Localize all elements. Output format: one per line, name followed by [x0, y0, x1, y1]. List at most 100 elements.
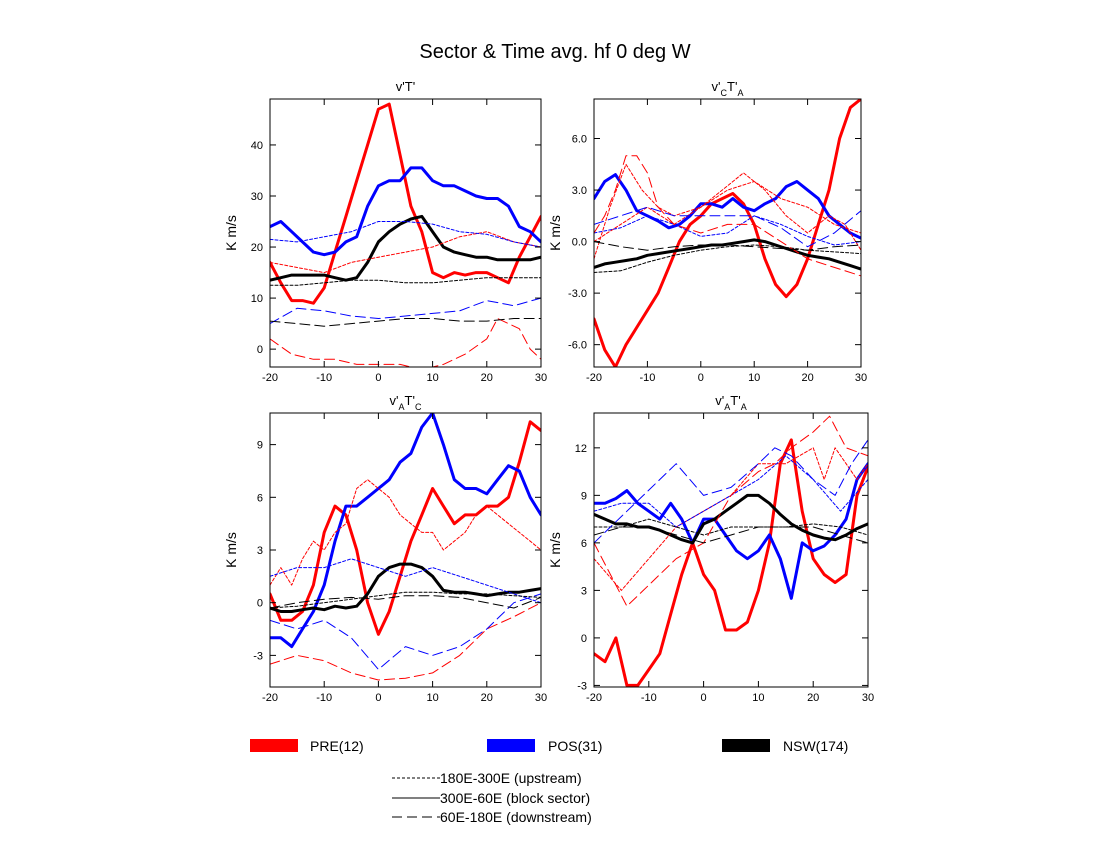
plot-frame: [593, 412, 869, 688]
panel-title: v'AT'C: [390, 393, 422, 412]
y-tick-label: -3: [577, 680, 587, 692]
x-tick-label: 0: [375, 372, 381, 384]
x-tick-label: 10: [426, 372, 438, 384]
x-tick-label: -10: [641, 692, 657, 704]
y-axis-label: K m/s: [223, 532, 239, 568]
x-tick-label: 20: [801, 372, 813, 384]
series-line-nsw-block: [594, 238, 861, 271]
legend-label-pre: PRE(12): [310, 738, 364, 754]
x-tick-label: -20: [586, 692, 602, 704]
series-line-pos-block: [594, 173, 861, 240]
legend-swatch-pos: [487, 739, 535, 752]
y-axis-label: K m/s: [547, 532, 563, 568]
series-line-pos-up: [270, 558, 541, 604]
x-tick-label: -10: [316, 692, 332, 704]
y-tick-label: 6: [581, 538, 587, 550]
series-group: [270, 413, 541, 681]
x-tick-label: 20: [481, 692, 493, 704]
y-tick-label: 30: [251, 191, 263, 203]
plot-frame: [593, 98, 862, 368]
y-tick-label: 40: [251, 140, 263, 152]
y-tick-label: 9: [257, 440, 263, 452]
series-line-pre-block: [270, 420, 541, 636]
figure-title: Sector & Time avg. hf 0 deg W: [419, 41, 690, 63]
legend: PRE(12) POS(31) NSW(174) 180E-300E (upst…: [250, 738, 848, 825]
y-tick-label: 9: [581, 490, 587, 502]
series-line-nsw-up: [270, 591, 541, 609]
series-line-pre-down: [594, 244, 861, 273]
series-line-s9: [594, 241, 861, 251]
series-line-pre-down: [270, 602, 541, 681]
x-tick-label: 20: [481, 372, 493, 384]
panel-title: v'CT'A: [712, 79, 744, 98]
y-tick-label: 3.0: [572, 185, 587, 197]
series-group: [594, 415, 868, 687]
y-tick-label: 0: [257, 598, 263, 610]
series-line-pos-block: [270, 166, 541, 257]
series-line-pre-down: [270, 318, 541, 367]
legend-style-label-upstream: 180E-300E (upstream): [440, 770, 582, 786]
series-group: [594, 99, 861, 367]
y-axis-label: K m/s: [547, 215, 563, 251]
y-tick-label: 6.0: [572, 134, 587, 146]
x-tick-label: 30: [855, 372, 867, 384]
y-tick-label: 10: [251, 293, 263, 305]
x-tick-label: -20: [586, 372, 602, 384]
x-tick-label: 0: [375, 692, 381, 704]
x-tick-label: 30: [862, 692, 874, 704]
series-line-pre-up: [594, 181, 861, 243]
x-tick-label: 20: [807, 692, 819, 704]
series-line-nsw-down: [594, 526, 868, 544]
legend-label-nsw: NSW(174): [783, 738, 848, 754]
series-line-pre-block: [594, 438, 868, 687]
x-tick-label: 30: [535, 372, 547, 384]
series-line-pre-up: [270, 479, 541, 586]
y-tick-label: 20: [251, 242, 263, 254]
series-line-pos-down: [594, 155, 861, 277]
y-tick-label: -6.0: [568, 340, 587, 352]
series-line-nsw-down: [270, 318, 541, 327]
panel-3: v'AT'C -20 -10 0 10 20 30 -3 0 3 6 9 K m/s: [223, 393, 547, 704]
plot-frame: [269, 412, 542, 688]
y-tick-label: -3.0: [568, 288, 587, 300]
x-tick-label: 10: [748, 372, 760, 384]
series-line-pos-down: [270, 297, 541, 325]
y-tick-label: 3: [581, 585, 587, 597]
series-line-nsw-block: [594, 493, 868, 545]
panel-2: v'CT'A -20 -10 0 10 20 30 -6.0 -3.0 0.0 3.0 6.0 K m/…: [547, 79, 867, 384]
series-line-pos-block: [594, 462, 868, 600]
x-tick-label: 0: [698, 372, 704, 384]
legend-label-pos: POS(31): [548, 738, 602, 754]
y-tick-label: 6: [257, 492, 263, 504]
legend-swatch-nsw: [722, 739, 770, 752]
plot-frame: [269, 98, 542, 368]
series-line-pos-up: [270, 221, 541, 248]
series-line-pos-block: [270, 413, 541, 649]
series-line-pos-down: [594, 439, 868, 544]
x-tick-label: -20: [262, 372, 278, 384]
x-tick-label: 30: [535, 692, 547, 704]
y-tick-label: -3: [253, 650, 263, 662]
x-tick-label: 10: [426, 692, 438, 704]
series-line-nsw-down: [594, 206, 861, 248]
y-tick-label: 0: [257, 344, 263, 356]
legend-style-label-downstream: 60E-180E (downstream): [440, 809, 592, 825]
legend-style-label-block-sector: 300E-60E (block sector): [440, 790, 590, 806]
legend-swatch-pre: [250, 739, 298, 752]
panel-title: v'AT'A: [715, 393, 746, 412]
panel-title: v'T': [396, 79, 415, 94]
panel-1: v'T' -20 -10 0 10 20 30 0 10 20 30 40 K m/s: [223, 79, 547, 384]
x-tick-label: 10: [752, 692, 764, 704]
x-tick-label: 0: [701, 692, 707, 704]
x-tick-label: -10: [316, 372, 332, 384]
y-tick-label: 3: [257, 545, 263, 557]
series-line-nsw-down: [270, 595, 541, 609]
series-line-nsw-up: [270, 277, 541, 286]
y-axis-label: K m/s: [223, 215, 239, 251]
x-tick-label: -10: [639, 372, 655, 384]
y-tick-label: 12: [575, 443, 587, 455]
series-group: [270, 102, 541, 367]
series-line-pos-up: [594, 455, 868, 528]
